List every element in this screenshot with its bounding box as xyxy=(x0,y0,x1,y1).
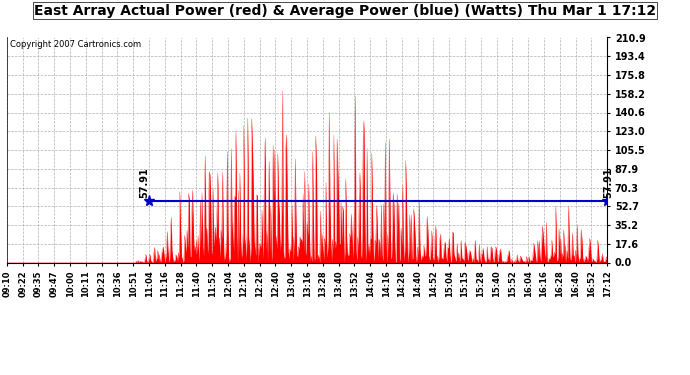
Text: 57.91: 57.91 xyxy=(139,167,149,198)
Text: Copyright 2007 Cartronics.com: Copyright 2007 Cartronics.com xyxy=(10,40,141,49)
Text: 57.91: 57.91 xyxy=(603,167,613,198)
Text: East Array Actual Power (red) & Average Power (blue) (Watts) Thu Mar 1 17:12: East Array Actual Power (red) & Average … xyxy=(34,4,656,18)
